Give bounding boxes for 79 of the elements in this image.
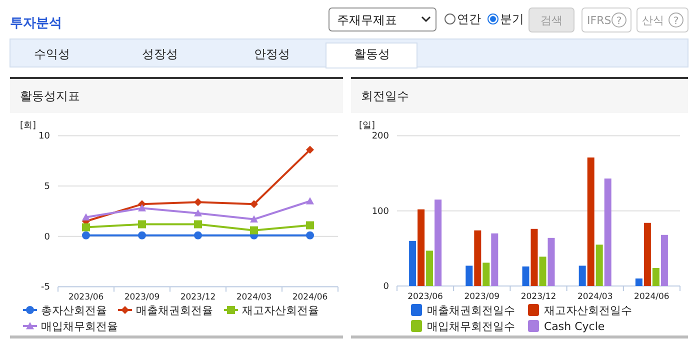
bar [604,178,612,286]
point [250,200,258,208]
text: IFRS [587,14,612,27]
point [306,231,314,240]
point [250,215,258,222]
point [138,220,146,228]
legend-label: 매출채권회전율 [136,304,213,317]
legend-label: Cash Cycle [544,320,605,333]
y-tick-label: 100 [372,206,390,217]
text: ? [616,16,622,27]
text: 수익성 [34,47,70,61]
bar [587,157,594,286]
bar [474,230,482,286]
bar [491,233,498,286]
legend-label: 매출채권회전일수 [427,304,515,317]
legend-label: 매입채무회전일수 [427,320,515,333]
x-tick-label: 2023/12 [180,292,216,303]
bar [635,278,642,286]
y-tick-label: -5 [41,282,50,293]
bar [434,200,442,286]
bar [578,266,586,286]
y-tick-label: 0 [383,282,390,292]
point [250,226,258,234]
point [194,231,202,240]
x-tick-label: 2023/09 [464,292,500,302]
point [306,197,314,204]
point [194,209,202,216]
bar [466,266,473,286]
y-tick-label: 0 [44,232,50,242]
bar [522,266,530,286]
bar [548,238,555,286]
chart-title: 회전일수 [361,89,409,103]
chart-title: 활동성지표 [20,89,80,103]
y-axis-title: [일] [359,121,376,131]
bar [652,268,660,286]
point [306,146,314,154]
x-tick-label: 2024/03 [236,292,272,303]
y-axis-title: [회] [20,121,36,131]
x-tick-label: 2023/12 [520,292,556,302]
point [306,221,314,230]
bar [660,234,668,286]
y-tick-label: 5 [44,182,50,192]
bar [482,262,490,286]
legend-label: 총자산회전율 [41,304,107,317]
x-tick-label: 2024/03 [577,292,613,302]
bar [530,228,538,286]
bar [426,250,434,286]
bar [409,240,416,286]
legend-label: 매입채무회전율 [41,320,118,333]
x-tick-label: 2023/09 [124,292,160,303]
x-tick-label: 2023/06 [408,292,443,302]
text: 연간 [457,12,481,26]
bar [539,256,546,286]
text: 산식 [642,14,664,27]
text: 검색 [540,14,562,27]
point [82,231,90,240]
text: ? [673,16,679,27]
bar [644,222,651,286]
point [138,204,146,212]
text: 투자분석 [10,16,62,31]
bar [596,244,603,286]
legend-label: 재고자산회전율 [242,304,319,317]
point [138,231,146,240]
text: 성장성 [142,47,178,61]
legend-label: 재고자산회전일수 [544,304,632,317]
point [82,213,90,220]
text: 분기 [500,12,524,26]
x-tick-label: 2024/06 [634,292,670,302]
text: 안정성 [254,47,290,61]
point [82,223,90,232]
point [194,220,202,228]
x-tick-label: 2023/06 [68,292,104,303]
y-tick-label: 10 [38,132,50,142]
bar [418,209,425,286]
y-tick-label: 200 [372,132,390,142]
point [194,198,202,206]
text: 활동성 [354,47,390,61]
text: 주재무제표 [337,13,397,27]
x-tick-label: 2024/06 [292,292,328,303]
